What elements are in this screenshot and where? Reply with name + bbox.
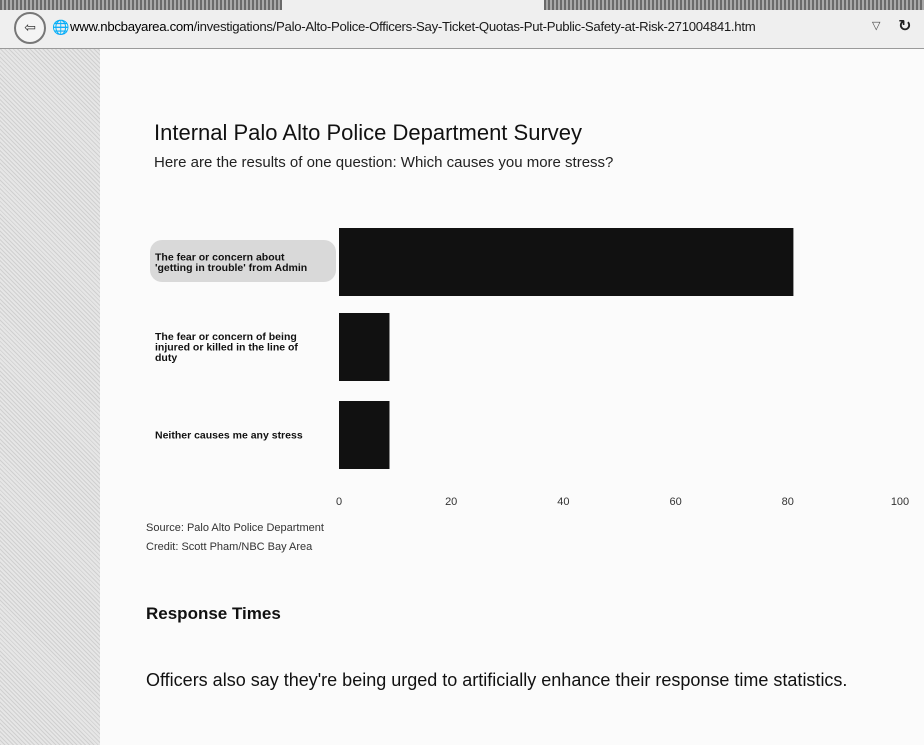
category-label-3: Neither causes me any stress <box>155 430 303 442</box>
chart-credit: Credit: Scott Pham/NBC Bay Area <box>146 541 313 553</box>
reload-icon[interactable]: ↻ <box>898 16 912 35</box>
highlight-first-label <box>150 240 336 282</box>
back-button[interactable]: ⇦ <box>14 12 46 44</box>
category-label-2: The fear or concern of being injured or k… <box>155 331 298 364</box>
chart-subtitle: Here are the results of one question: Wh… <box>154 154 614 171</box>
category-label-line: duty <box>155 352 177 364</box>
chart-title: Internal Palo Alto Police Department Sur… <box>154 120 583 145</box>
x-tick-label-20: 20 <box>445 496 457 508</box>
category-label-line: 'getting in trouble' from Admin <box>155 262 307 274</box>
x-tick-label-80: 80 <box>782 496 794 508</box>
url-path: /investigations/Palo-Alto-Police-Officer… <box>193 19 756 34</box>
bar-2 <box>339 313 390 381</box>
x-tick-label-100: 100 <box>891 496 909 508</box>
page-left-gutter <box>0 49 100 745</box>
window-title-strip-gap <box>282 0 544 10</box>
x-tick-label-0: 0 <box>336 496 342 508</box>
site-globe-icon: 🌐 <box>52 20 70 36</box>
x-tick-label-60: 60 <box>669 496 681 508</box>
chart-source: Source: Palo Alto Police Department <box>146 522 324 534</box>
address-bar[interactable]: ⇦ 🌐 www.nbcbayarea.com/investigations/Pa… <box>0 10 924 49</box>
section-heading: Response Times <box>146 604 281 623</box>
url-field[interactable]: www.nbcbayarea.com/investigations/Palo-A… <box>70 19 870 34</box>
category-label-line: injured or killed in the line of <box>155 342 298 354</box>
category-label-line: The fear or concern of being <box>155 331 297 343</box>
article-page <box>100 49 924 745</box>
bar-3 <box>339 401 390 469</box>
window-title-strip <box>0 0 924 10</box>
category-label-line: The fear or concern about <box>155 251 285 263</box>
x-tick-label-40: 40 <box>557 496 569 508</box>
back-arrow-icon: ⇦ <box>24 20 36 36</box>
url-dropdown-icon[interactable]: ▽ <box>872 19 881 32</box>
category-label-line: Neither causes me any stress <box>155 430 303 442</box>
url-domain: www.nbcbayarea.com <box>70 19 194 34</box>
article-paragraph: Officers also say they're being urged to… <box>146 670 848 690</box>
survey-bar-chart: The fear or concern about'getting in tro… <box>150 228 909 508</box>
category-label-1: The fear or concern about'getting in tro… <box>155 251 307 274</box>
bar-1 <box>339 228 794 296</box>
